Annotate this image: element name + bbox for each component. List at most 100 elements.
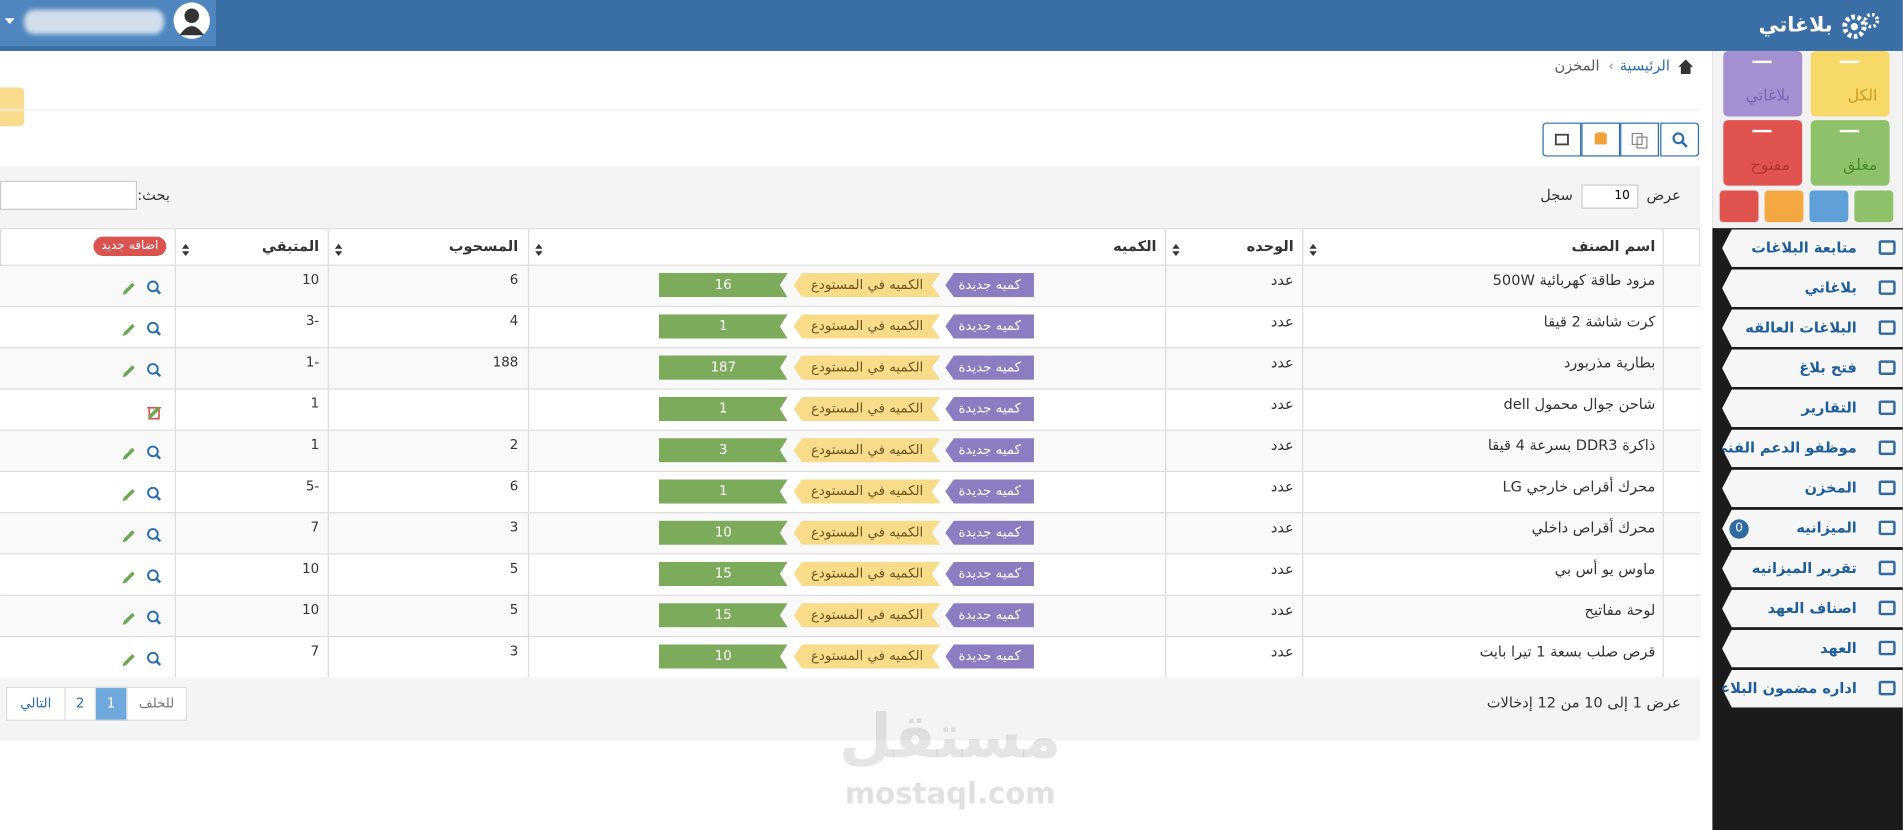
column-header[interactable]: المسحوب: [448, 237, 519, 255]
action-icon: [147, 569, 162, 584]
add-new-button[interactable]: اضافه جديد: [93, 236, 167, 257]
edit-action[interactable]: [121, 443, 136, 460]
column-header[interactable]: اسم الصنف: [1571, 237, 1656, 255]
remaining: 7: [310, 643, 320, 659]
new-qty-badge[interactable]: كميه جديدة: [945, 520, 1034, 545]
breadcrumb-link[interactable]: الرئيسية: [1619, 57, 1670, 75]
menu-item[interactable]: التقارير: [1722, 389, 1903, 428]
stock-badge: الكميه في المستودع: [793, 479, 941, 504]
search-input[interactable]: [0, 180, 138, 210]
tile[interactable]: الكل: [1810, 50, 1890, 117]
watermark-arabic: مستقل: [839, 701, 1062, 772]
item-name: ماوس يو أس بي: [1554, 560, 1656, 578]
remaining: 1: [310, 395, 320, 412]
pencil-icon: [122, 282, 135, 295]
menu-item[interactable]: البلاغات العالقه: [1722, 309, 1903, 348]
new-qty-badge[interactable]: كميه جديدة: [945, 396, 1034, 422]
page-size-select[interactable]: 10: [1581, 184, 1639, 209]
item-unit: عدد: [1270, 271, 1294, 289]
tile[interactable]: مفتوح: [1723, 120, 1803, 186]
withdrawn: 3: [509, 519, 519, 536]
menu-item[interactable]: العهد: [1722, 629, 1903, 668]
pagination-button[interactable]: 2: [64, 686, 96, 721]
toolbar-button[interactable]: [1620, 122, 1659, 157]
row-action[interactable]: [147, 484, 162, 501]
column-header[interactable]: الكميه: [1113, 237, 1157, 255]
new-qty-badge[interactable]: كميه جديدة: [945, 273, 1034, 298]
tile[interactable]: مغلق: [1810, 120, 1890, 186]
new-qty-badge[interactable]: كميه جديدة: [945, 561, 1034, 587]
tile-label: مغلق: [1842, 156, 1878, 175]
edit-action[interactable]: [121, 319, 136, 337]
pagination-button[interactable]: للخلف: [126, 686, 187, 721]
item-name: كرت شاشة 2 قيقا: [1543, 313, 1656, 331]
row-action[interactable]: [147, 649, 162, 666]
row-action[interactable]: [147, 443, 162, 460]
toolbar-button[interactable]: [1660, 122, 1700, 157]
new-qty-badge[interactable]: كميه جديدة: [945, 479, 1034, 504]
tile[interactable]: بلاغاتي: [1723, 50, 1803, 117]
toolbar-button[interactable]: [1581, 122, 1621, 157]
stock-qty: 187: [658, 355, 788, 380]
edit-action[interactable]: [121, 649, 136, 667]
menu-item[interactable]: تقرير الميزانيه: [1722, 549, 1903, 588]
menu-item[interactable]: بلاغاتي: [1722, 269, 1903, 308]
row-action[interactable]: [146, 402, 162, 420]
remaining: 7: [310, 519, 320, 536]
menu-item[interactable]: اصناف العهد: [1722, 589, 1903, 628]
row-action[interactable]: [147, 360, 162, 378]
brand[interactable]: بلاغاتي: [1758, 13, 1833, 38]
row-action[interactable]: [147, 525, 162, 543]
menu-item[interactable]: موظفو الدعم الفني: [1722, 429, 1903, 468]
stock-qty: 1: [658, 314, 788, 339]
column-border: [1302, 228, 1304, 678]
menu-item[interactable]: المخزن: [1722, 469, 1903, 508]
edit-action[interactable]: [121, 278, 136, 295]
gears-icon: [1842, 12, 1880, 39]
show-label: عرض: [1646, 186, 1681, 204]
column-header[interactable]: الوحده: [1246, 237, 1294, 255]
menu-item[interactable]: فتح بلاغ: [1722, 349, 1903, 388]
edit-action[interactable]: [147, 402, 162, 419]
column-header[interactable]: المتبقي: [261, 237, 320, 255]
menu-item[interactable]: اداره مضمون البلاغات: [1722, 669, 1903, 708]
menu-item[interactable]: متابعة البلاغات: [1722, 229, 1903, 267]
menu-label: العهد: [1820, 639, 1857, 657]
remaining: 10: [302, 271, 320, 288]
menu-item[interactable]: الميزانيه 0: [1722, 509, 1903, 548]
row-action[interactable]: [147, 278, 162, 295]
shortcut-button[interactable]: [1719, 190, 1759, 223]
stock-qty: 10: [658, 520, 788, 545]
shortcut-button[interactable]: [1764, 190, 1804, 223]
edit-action[interactable]: [121, 608, 136, 625]
item-unit: عدد: [1270, 395, 1294, 413]
menu-label: التقارير: [1801, 399, 1857, 417]
pagination-button[interactable]: التالي: [6, 686, 66, 721]
new-qty-badge[interactable]: كميه جديدة: [945, 355, 1034, 380]
row-action[interactable]: [147, 319, 162, 336]
edit-action[interactable]: [121, 567, 136, 584]
new-qty-badge[interactable]: كميه جديدة: [945, 314, 1034, 339]
withdrawn: 3: [509, 643, 519, 659]
pagination-button: 1: [94, 686, 128, 721]
new-qty-badge[interactable]: كميه جديدة: [945, 438, 1034, 463]
row-action[interactable]: [147, 608, 162, 625]
menu-label: موظفو الدعم الفني: [1713, 439, 1857, 457]
menu-label: اداره مضمون البلاغات: [1700, 679, 1857, 697]
stock-badge: الكميه في المستودع: [793, 273, 941, 298]
shortcut-button[interactable]: [1854, 190, 1894, 223]
remaining: -5: [305, 478, 320, 494]
new-qty-badge[interactable]: كميه جديدة: [945, 603, 1034, 628]
new-qty-badge[interactable]: كميه جديدة: [945, 644, 1034, 669]
stock-qty: 10: [658, 644, 788, 669]
edit-action[interactable]: [121, 525, 136, 543]
breadcrumb-sep: ›: [1608, 57, 1615, 75]
row-action[interactable]: [147, 567, 162, 584]
stock-badge: الكميه في المستودع: [793, 520, 941, 545]
edit-action[interactable]: [121, 484, 136, 502]
user-name-blur: [24, 9, 164, 34]
toolbar-button[interactable]: [1542, 122, 1582, 157]
shortcut-button[interactable]: [1809, 190, 1849, 223]
edit-action[interactable]: [121, 360, 136, 378]
tile-label: بلاغاتي: [1745, 87, 1791, 106]
